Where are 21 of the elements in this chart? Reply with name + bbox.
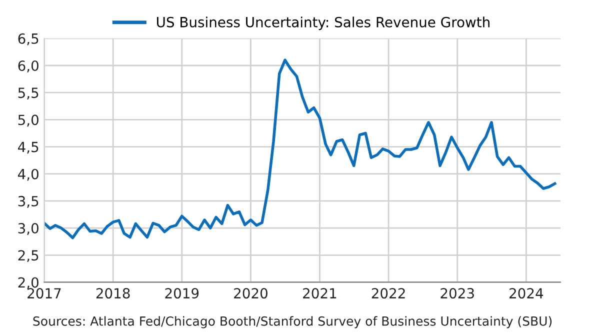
- legend-label: US Business Uncertainty: Sales Revenue Growth: [157, 16, 490, 30]
- y-tick-label: 2,5: [18, 250, 38, 262]
- y-tick-label: 3,5: [18, 196, 38, 208]
- source-note: Sources: Atlanta Fed/Chicago Booth/Stanford Survey of Business Uncertainty (SBU): [33, 316, 552, 328]
- y-tick-label: 3,0: [18, 223, 38, 235]
- line-series: [44, 58, 556, 240]
- x-tick-label: 2022: [372, 288, 405, 299]
- y-tick-label: 5,0: [18, 114, 38, 127]
- x-tick-label: 2024: [510, 288, 544, 299]
- y-tick-label: 5,5: [18, 88, 38, 100]
- x-tick-label: 2020: [234, 288, 268, 299]
- x-tick-label: 2018: [96, 288, 130, 299]
- y-tick-label: 4,0: [18, 168, 38, 181]
- x-tick-label: 2017: [28, 288, 61, 299]
- x-tick-label: 2021: [303, 288, 336, 299]
- y-tick-label: 6,5: [18, 33, 38, 46]
- x-tick-label: 2023: [440, 288, 474, 299]
- y-tick-label: 6,0: [18, 60, 38, 72]
- y-tick-label: 4,5: [18, 142, 38, 154]
- y-tick-label: 2,0: [18, 277, 38, 290]
- x-tick-label: 2019: [165, 288, 199, 299]
